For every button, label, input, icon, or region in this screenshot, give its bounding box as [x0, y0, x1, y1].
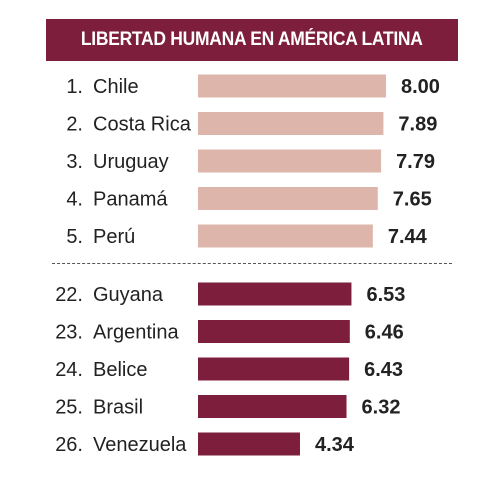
- rank-label-costa-rica: 2.: [66, 114, 83, 136]
- bar-uruguay: [198, 149, 382, 173]
- value-label-brasil: 6.32: [362, 397, 401, 419]
- value-label-guyana: 6.53: [366, 284, 405, 306]
- group-divider: [52, 263, 452, 264]
- country-label-guyana: Guyana: [93, 284, 164, 306]
- rank-label-panama: 4.: [66, 189, 83, 211]
- bar-argentina: [198, 320, 350, 343]
- rank-label-venezuela: 26.: [55, 434, 83, 456]
- bar-belice: [198, 357, 350, 381]
- country-label-chile: Chile: [93, 76, 139, 98]
- value-label-argentina: 6.46: [365, 322, 404, 344]
- value-label-costa-rica: 7.89: [398, 114, 437, 136]
- bar-brasil: [198, 395, 347, 418]
- country-label-argentina: Argentina: [93, 322, 179, 344]
- chart-title: LIBERTAD HUMANA EN AMÉRICA LATINA: [81, 29, 423, 50]
- rank-label-chile: 1.: [66, 76, 83, 98]
- bar-peru: [198, 224, 373, 248]
- country-label-panama: Panamá: [93, 189, 168, 211]
- value-label-uruguay: 7.79: [396, 151, 435, 173]
- country-label-venezuela: Venezuela: [93, 434, 187, 456]
- bar-venezuela: [198, 432, 300, 456]
- value-label-panama: 7.65: [393, 189, 432, 211]
- bar-costa-rica: [198, 112, 384, 135]
- chart-title-bar: LIBERTAD HUMANA EN AMÉRICA LATINA: [46, 19, 458, 61]
- rank-label-peru: 5.: [66, 226, 83, 248]
- country-label-costa-rica: Costa Rica: [93, 114, 192, 136]
- value-label-venezuela: 4.34: [315, 434, 355, 456]
- country-label-belice: Belice: [93, 359, 147, 381]
- rank-label-guyana: 22.: [55, 284, 83, 306]
- value-label-belice: 6.43: [364, 359, 403, 381]
- bar-panama: [198, 187, 378, 210]
- rank-label-argentina: 23.: [55, 322, 83, 344]
- bar-chile: [198, 74, 386, 98]
- rank-label-belice: 24.: [55, 359, 83, 381]
- rank-label-brasil: 25.: [55, 397, 83, 419]
- rank-label-uruguay: 3.: [66, 151, 83, 173]
- bar-guyana: [198, 282, 352, 306]
- country-label-brasil: Brasil: [93, 397, 143, 419]
- country-label-uruguay: Uruguay: [93, 151, 169, 173]
- value-label-peru: 7.44: [388, 226, 428, 248]
- value-label-chile: 8.00: [401, 76, 440, 98]
- country-label-peru: Perú: [93, 226, 135, 248]
